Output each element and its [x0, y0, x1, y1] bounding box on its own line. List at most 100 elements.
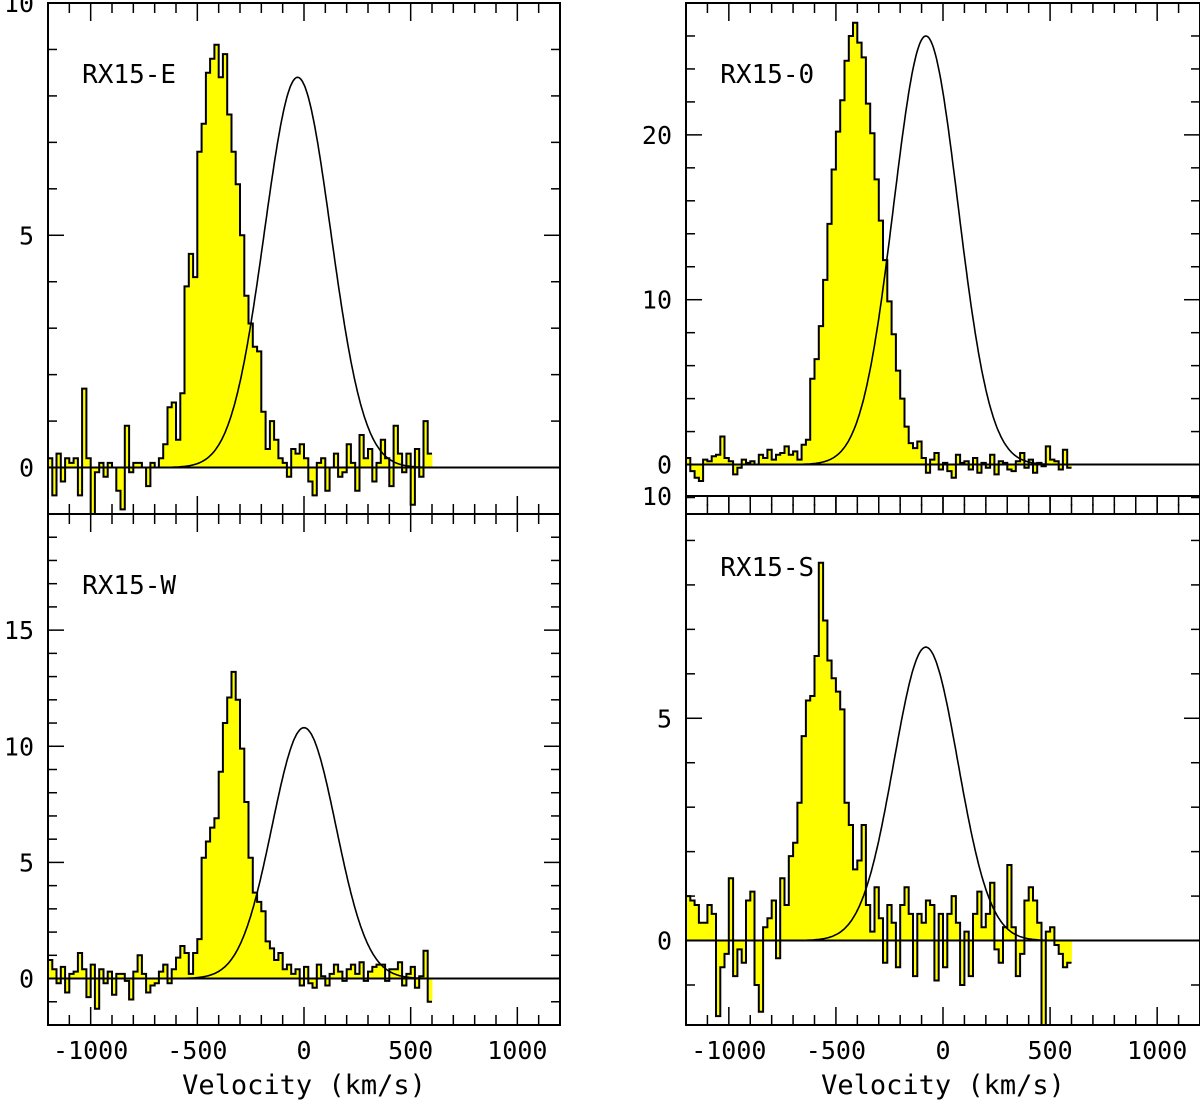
spectrum-bin [900, 904, 905, 941]
spectrum-bin [1015, 940, 1021, 977]
y-tick-label: 5 [19, 221, 34, 250]
spectrum-bin [733, 464, 738, 475]
spectrum-bin [985, 464, 991, 468]
spectrum-bin [427, 978, 433, 1002]
spectrum-bin [77, 467, 83, 496]
spectrum-bin [848, 824, 854, 941]
spectrum-bin [870, 931, 875, 941]
spectrum-bin [964, 461, 970, 465]
panel-rx15-e: 0 5 10 RX15-E [4, 0, 561, 515]
spectrum-bin [1058, 940, 1064, 954]
spectrum-bin [1050, 459, 1055, 465]
panel-rx15-s: 0 5 10 -1000 -500 0 500 1000 RX15-S [642, 482, 1200, 1065]
spectrum-bin [1037, 922, 1042, 941]
plot-area [48, 43, 560, 514]
spectrum-bin [1067, 940, 1072, 963]
spectrum-bin [707, 461, 713, 465]
spectrum-bin [205, 72, 211, 468]
spectrum-bin [363, 458, 369, 468]
spectrum-bin [86, 978, 92, 998]
spectrum-bin [261, 411, 266, 468]
y-tick-label: 10 [4, 0, 34, 18]
spectrum-bin [402, 467, 407, 473]
spectrum-bin [304, 966, 309, 979]
spectrum-bin [146, 978, 151, 993]
spectrum-bin [252, 892, 258, 979]
spectrum-bin [257, 901, 262, 979]
spectrum-bin [1007, 464, 1012, 470]
spectrum-bin [737, 464, 743, 468]
spectrum-bin [972, 457, 978, 465]
spectrum-bin [316, 964, 322, 979]
spectrum-bin [925, 464, 931, 473]
spectrum-bin [840, 100, 845, 465]
spectrum-bin [308, 467, 313, 482]
y-tick-label: 10 [642, 286, 672, 315]
spectrum-bin [715, 454, 721, 465]
spectrum-bin [835, 691, 841, 941]
y-tick-label: 10 [642, 482, 672, 511]
spectrum-bin [137, 462, 143, 468]
spectrum-bin [359, 435, 365, 468]
spectrum-bin [848, 35, 854, 465]
plot-area [48, 670, 560, 1010]
spectrum-bin [423, 950, 429, 979]
spectrum-bin [900, 398, 905, 465]
spectrum-bin [930, 904, 935, 941]
spectrum-bin [737, 940, 743, 950]
spectrum-bin [741, 459, 747, 465]
spectrum-bin [745, 900, 751, 941]
spectrum-histogram-line [48, 43, 432, 514]
spectrum-bin [1067, 464, 1072, 468]
spectrum-bin [887, 904, 892, 941]
spectrum-bin [763, 927, 768, 941]
panel-label: RX15-0 [720, 60, 814, 90]
spectrum-bin [703, 459, 708, 465]
gaussian-fit-curve [686, 35, 1200, 466]
spectrum-bin [840, 709, 845, 941]
spectrum-bin [338, 971, 343, 979]
x-tick-label: -1000 [691, 1036, 766, 1065]
spectrum-bin [158, 971, 164, 979]
spectrum-bin [346, 444, 352, 468]
spectrum-bin [857, 860, 863, 941]
spectrum-bin [325, 467, 330, 491]
spectrum-bin [1050, 927, 1055, 941]
spectrum-bin [333, 964, 339, 979]
x-tick-label: 500 [1028, 1036, 1073, 1065]
spectrum-bin [333, 453, 339, 468]
spectrum-bin [711, 456, 717, 465]
spectrum-bin [231, 151, 237, 468]
spectrum-bin [69, 462, 74, 468]
spectrum-bin [414, 448, 420, 468]
spectrum-bin [720, 940, 725, 968]
x-tick-label: 500 [388, 1036, 433, 1065]
spectrum-bin [176, 957, 181, 979]
spectrum-bin [917, 441, 922, 465]
spectrum-bin [874, 887, 880, 941]
spectrum-bin [1024, 900, 1030, 941]
x-tick-label: 0 [296, 1036, 311, 1065]
spectrum-bin [951, 464, 957, 478]
spectrum-bin [793, 451, 798, 465]
spectrum-bin [103, 467, 109, 477]
spectrum-bin [385, 458, 390, 468]
spectrum-bin [103, 978, 109, 984]
spectrum-bin [240, 748, 245, 979]
spectrum-bin [376, 964, 382, 979]
spectrum-bin [274, 439, 279, 468]
spectrum-bin [711, 913, 717, 941]
spectrum-bin [90, 467, 96, 514]
spectrum-bin [372, 966, 377, 979]
spectrum-bin [865, 103, 871, 465]
spectrum-bin [814, 656, 820, 941]
x-tick-label: 1000 [487, 1036, 547, 1065]
spectrum-bin [299, 978, 305, 986]
spectrum-bin [887, 301, 892, 465]
spectrum-bin [402, 978, 407, 986]
spectrum-bin [291, 973, 296, 979]
spectrum-bin [694, 464, 700, 478]
spectrum-bin [248, 857, 254, 979]
spectrum-bin [891, 334, 897, 465]
spectrum-bin [316, 462, 322, 468]
